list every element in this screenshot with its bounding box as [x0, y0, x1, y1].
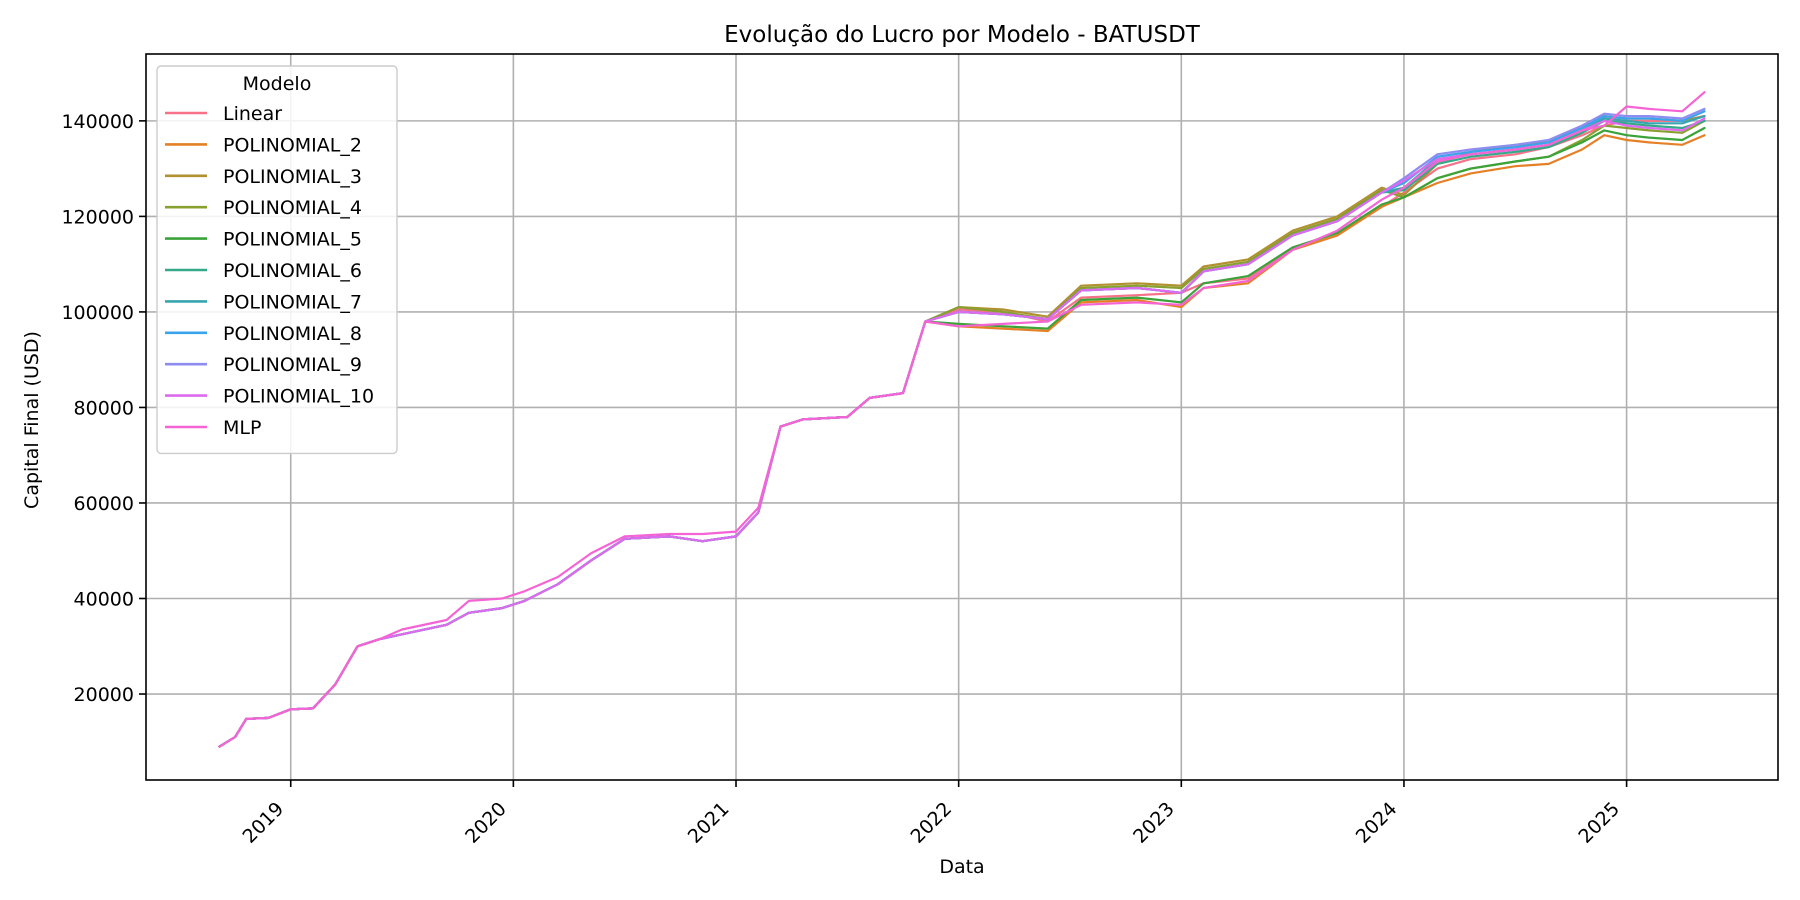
- legend-label: Linear: [223, 103, 282, 125]
- grid: [146, 54, 1778, 780]
- y-axis-label: Capital Final (USD): [21, 331, 43, 509]
- y-tick-label: 120000: [61, 206, 134, 228]
- y-tick-label: 20000: [74, 684, 134, 706]
- series-line-mlp: [218, 91, 1706, 748]
- legend-title: Modelo: [243, 73, 312, 95]
- legend-label: POLINOMIAL_2: [223, 134, 362, 156]
- y-tick-label: 80000: [74, 397, 134, 419]
- series-lines: [218, 91, 1706, 748]
- y-tick-label: 100000: [61, 302, 134, 324]
- legend-label: POLINOMIAL_6: [223, 260, 362, 282]
- legend-label: MLP: [223, 417, 261, 439]
- legend-label: POLINOMIAL_3: [223, 166, 362, 188]
- legend-box: [156, 65, 398, 455]
- legend-label: POLINOMIAL_7: [223, 291, 362, 313]
- y-tick-label: 140000: [61, 111, 134, 133]
- legend-label: POLINOMIAL_4: [223, 197, 362, 219]
- y-tick-label: 40000: [74, 589, 134, 611]
- x-axis-label: Data: [939, 856, 984, 878]
- legend-label: POLINOMIAL_10: [223, 386, 374, 408]
- y-tick-label: 60000: [74, 493, 134, 515]
- chart-title: Evolução do Lucro por Modelo - BATUSDT: [724, 22, 1201, 48]
- legend: Modelo Linear POLINOMIAL_2 POLINOMIAL_3 POLI…: [156, 65, 398, 455]
- legend-label: POLINOMIAL_5: [223, 229, 362, 251]
- plot-frame: [145, 53, 1779, 781]
- legend-label: POLINOMIAL_8: [223, 323, 362, 345]
- legend-label: POLINOMIAL_9: [223, 354, 362, 376]
